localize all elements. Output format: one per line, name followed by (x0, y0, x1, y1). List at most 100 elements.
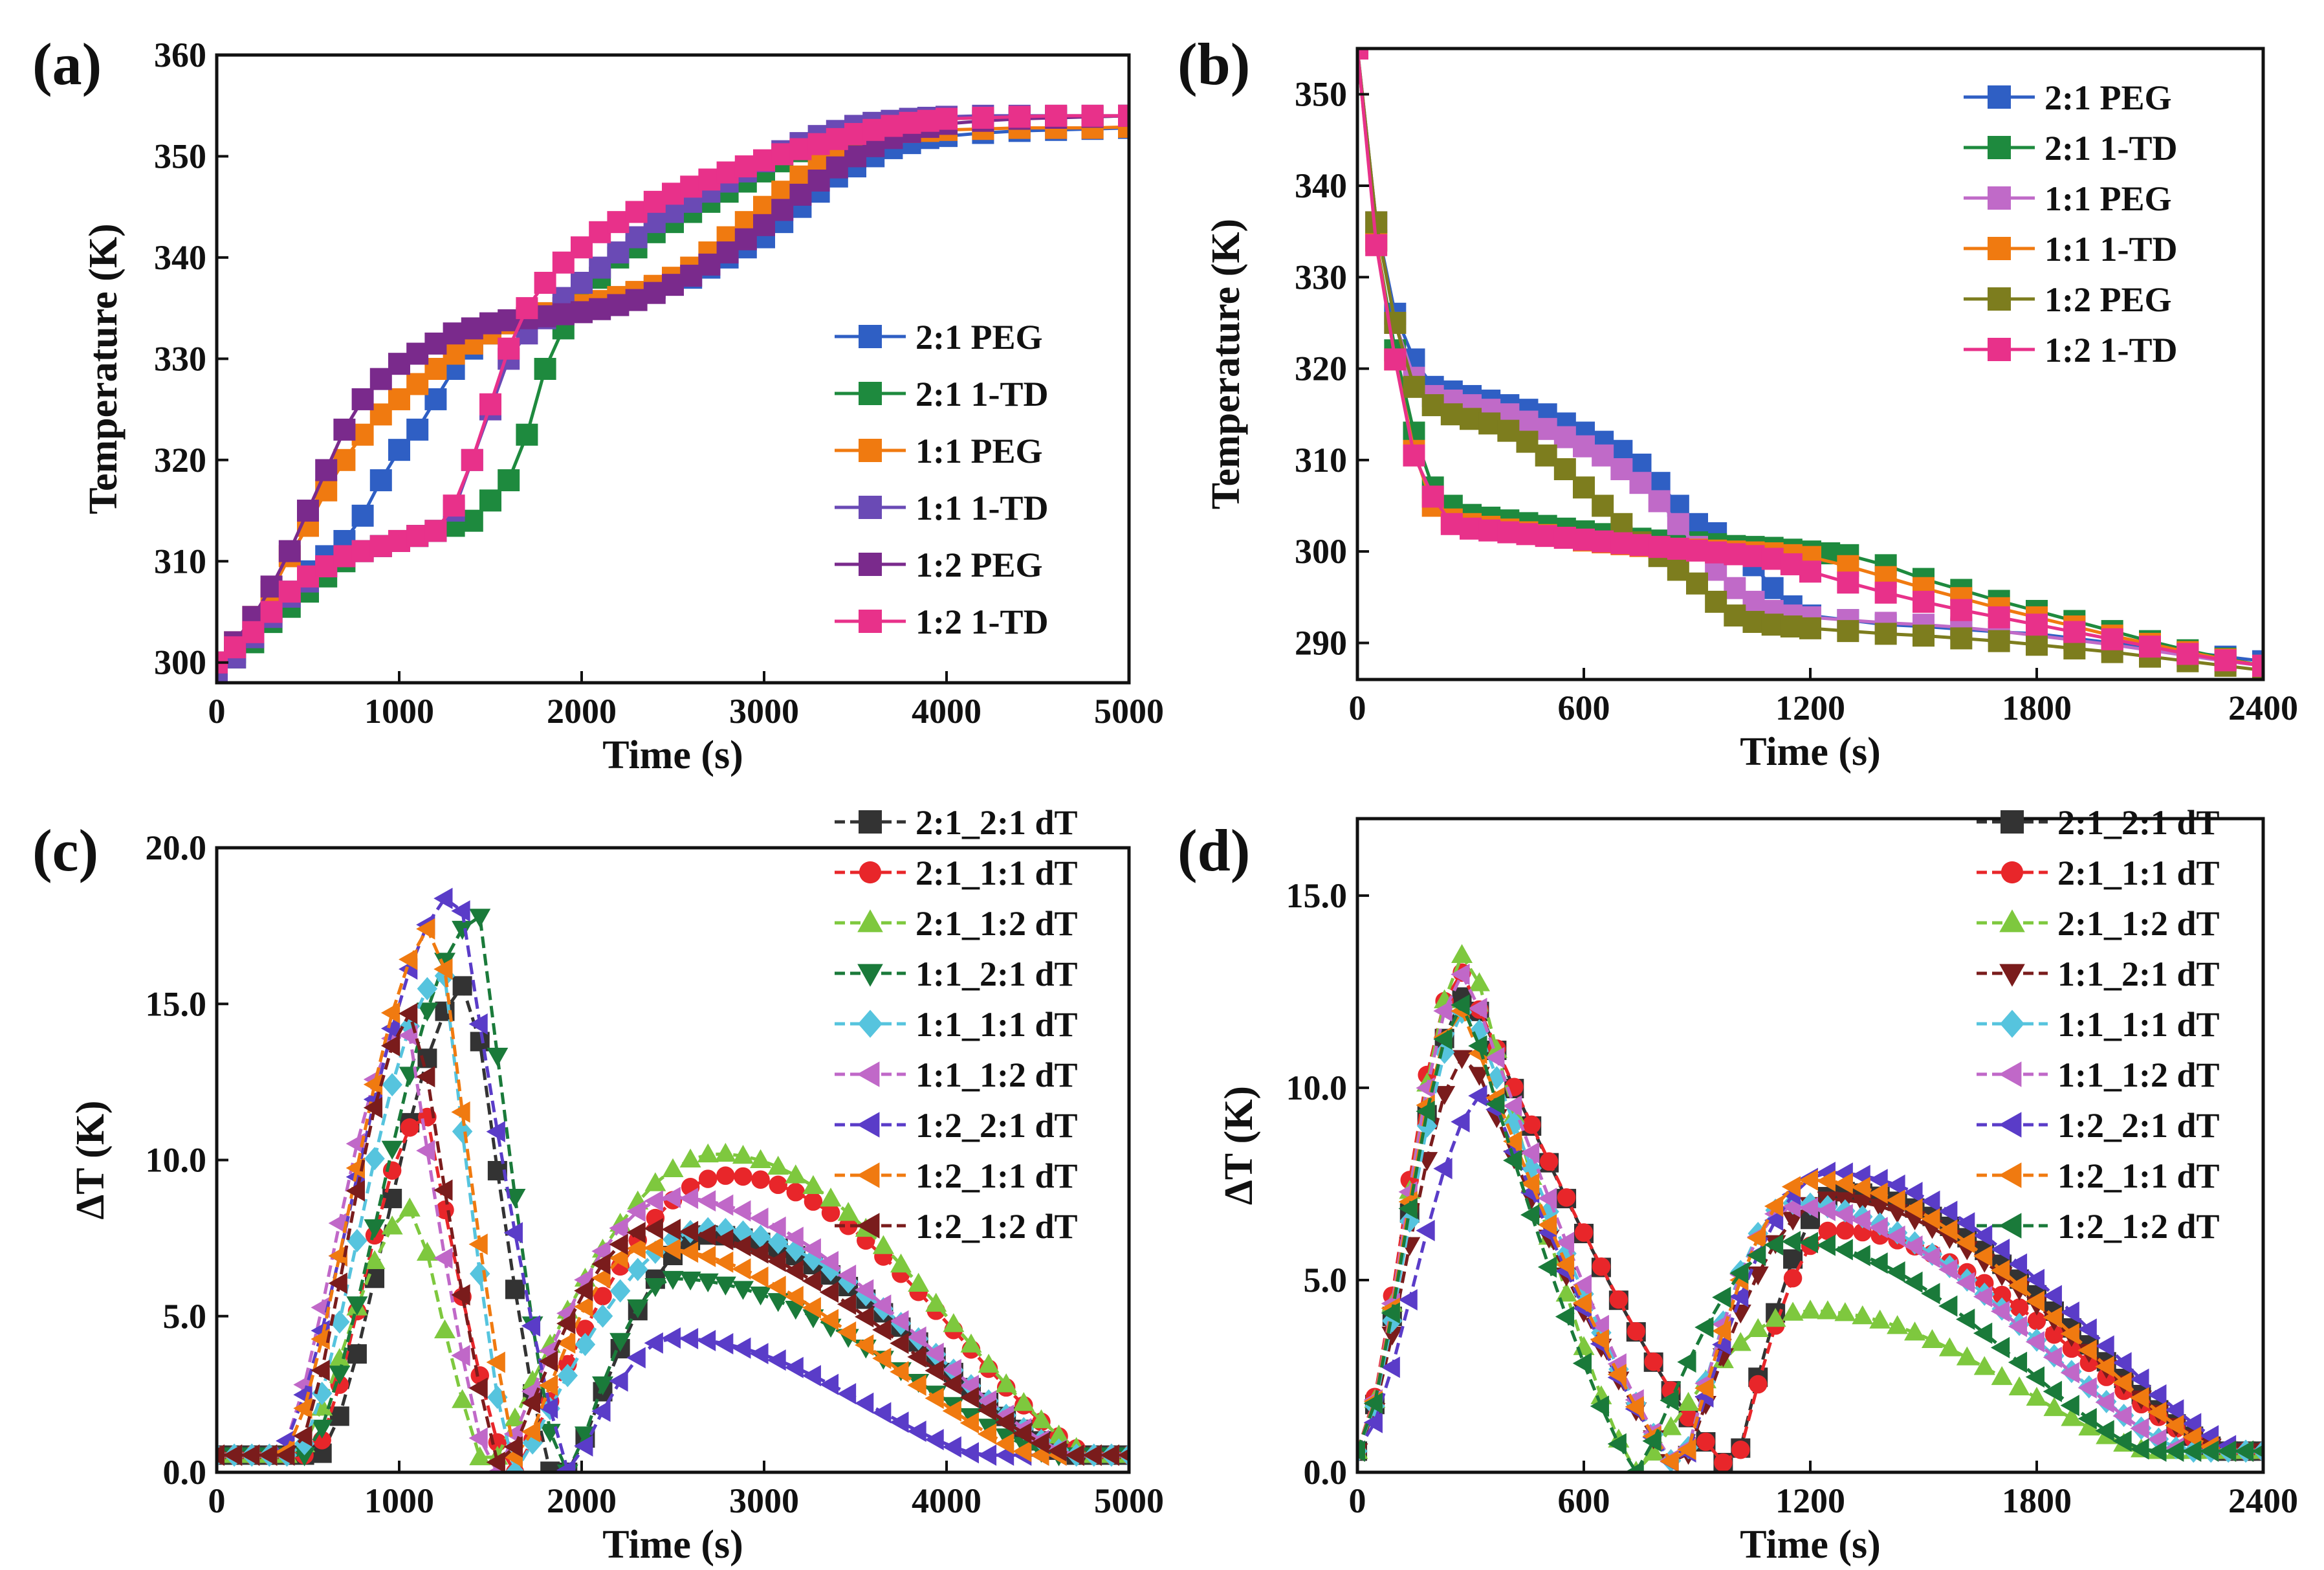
legend-marker (859, 439, 882, 462)
legend-item: 1:2_1:1 dT (1977, 1156, 2220, 1195)
data-point (626, 1222, 646, 1244)
legend-item: 1:1_1:2 dT (835, 1056, 1078, 1094)
data-point (479, 393, 501, 415)
data-point (1416, 1219, 1435, 1241)
data-point (1460, 408, 1482, 430)
data-point (1648, 490, 1671, 513)
data-point (1869, 1309, 1891, 1329)
data-point (837, 1293, 857, 1315)
data-point (538, 1397, 558, 1419)
data-point (697, 1143, 719, 1163)
x-tick-label: 5000 (1094, 692, 1164, 731)
legend-item: 2:1_2:1 dT (1977, 803, 2220, 842)
data-point (1799, 1232, 1818, 1254)
data-point (1705, 541, 1727, 564)
legend-item: 2:1_2:1 dT (835, 803, 1078, 842)
data-point (2060, 1395, 2079, 1417)
data-point (293, 1425, 312, 1447)
data-point (750, 1286, 772, 1306)
data-point (1398, 1289, 1418, 1311)
legend-marker (857, 1162, 880, 1188)
data-point (2008, 1316, 2028, 1338)
data-point (661, 1238, 681, 1260)
legend-marker (857, 1213, 880, 1239)
legend-item: 1:2_2:1 dT (835, 1106, 1078, 1145)
y-tick-label: 320 (1295, 349, 1347, 388)
data-point (890, 1411, 909, 1433)
x-tick-label: 2000 (547, 692, 617, 731)
data-point (2078, 1416, 2100, 1436)
legend-item: 1:2 1-TD (1964, 331, 2177, 370)
data-point (767, 1216, 786, 1238)
data-point (1903, 1235, 1923, 1257)
data-point (1555, 1232, 1575, 1254)
data-point (786, 1182, 806, 1202)
data-point (1535, 525, 1557, 547)
data-point (1747, 1318, 1769, 1338)
data-point (1817, 1300, 1839, 1320)
data-point (1938, 1200, 1958, 1222)
data-point (977, 1399, 997, 1421)
x-tick-label: 2400 (2228, 1481, 2298, 1520)
data-point (1988, 630, 2010, 652)
data-point (1696, 1432, 1715, 1452)
data-point (1440, 513, 1463, 535)
data-point (1913, 625, 1935, 647)
data-point (1764, 1210, 1784, 1232)
data-point (907, 1346, 926, 1368)
data-point (1008, 105, 1031, 128)
data-point (819, 1373, 839, 1395)
legend-marker (1988, 287, 2011, 311)
data-point (1384, 348, 1407, 371)
data-point (1503, 1131, 1522, 1153)
data-point (627, 1299, 649, 1319)
data-point (505, 1461, 525, 1472)
data-point (223, 1444, 243, 1466)
data-point (732, 1145, 754, 1164)
data-point (1781, 1176, 1801, 1198)
data-point (679, 1241, 699, 1263)
data-point (872, 1319, 892, 1341)
data-point (679, 1188, 699, 1210)
data-point (2112, 1371, 2132, 1393)
data-point (1013, 1441, 1032, 1463)
legend-item: 2:1_1:1 dT (835, 854, 1078, 892)
data-point (434, 1319, 455, 1339)
y-tick-label: 350 (1295, 75, 1347, 114)
data-point (381, 1140, 403, 1160)
data-point (679, 1328, 699, 1350)
data-point (609, 1332, 631, 1353)
data-point (1886, 1174, 1905, 1196)
legend-item: 1:1 PEG (835, 432, 1043, 470)
legend-marker (1988, 237, 2011, 260)
data-point (1903, 1271, 1923, 1293)
data-point (2165, 1440, 2184, 1462)
legend-marker (857, 1112, 880, 1138)
data-point (345, 1157, 365, 1179)
data-point (1851, 1244, 1870, 1266)
data-point (2147, 1401, 2167, 1423)
data-point (978, 1353, 1000, 1373)
data-point (2026, 614, 2048, 636)
legend-item: 2:1_1:1 dT (1977, 854, 2220, 892)
data-point (714, 1142, 736, 1162)
data-point (855, 1306, 874, 1328)
data-point (2060, 1362, 2079, 1384)
data-point (2008, 1351, 2028, 1373)
panel-c: (c) 0 1000 2000 3000 4000 5000 0.0 5.0 10.0 15.0 20… (32, 803, 1164, 1567)
data-point (461, 448, 483, 471)
legend-item: 1:1 PEG (1964, 179, 2172, 218)
panel-letter: (b) (1178, 31, 1250, 97)
data-point (942, 1373, 961, 1395)
data-point (959, 1442, 979, 1464)
data-point (1574, 1223, 1594, 1242)
data-point (329, 1348, 351, 1367)
data-point (714, 1251, 734, 1273)
data-point (416, 1066, 435, 1088)
data-point (1746, 1227, 1766, 1249)
legend-label: 1:2_1:1 dT (2057, 1156, 2220, 1195)
data-point (1660, 1389, 1679, 1411)
data-point (802, 1175, 824, 1194)
data-point (959, 1386, 979, 1408)
data-point (1610, 532, 1633, 555)
